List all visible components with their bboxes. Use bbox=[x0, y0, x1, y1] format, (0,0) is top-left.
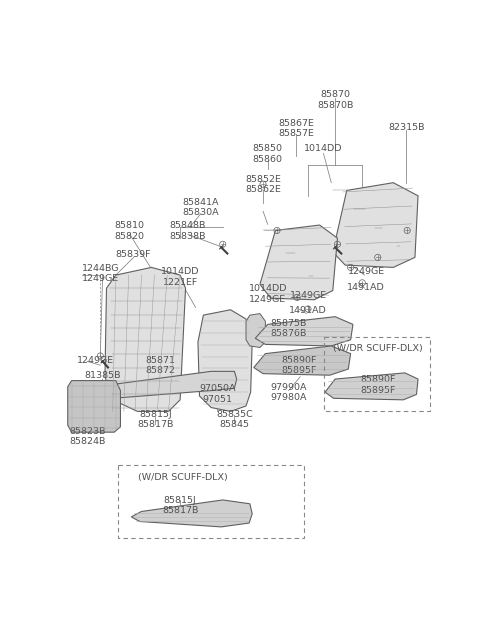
Text: 85815J
85817B: 85815J 85817B bbox=[137, 410, 173, 429]
Text: 1491AD: 1491AD bbox=[289, 306, 327, 315]
Polygon shape bbox=[68, 380, 120, 432]
Text: 85871
85872: 85871 85872 bbox=[146, 356, 176, 375]
Text: (W/DR SCUFF-DLX): (W/DR SCUFF-DLX) bbox=[333, 345, 422, 354]
Polygon shape bbox=[198, 310, 252, 412]
Text: 85890F
85895F: 85890F 85895F bbox=[360, 375, 396, 394]
Text: 1244BG
1249GE: 1244BG 1249GE bbox=[82, 264, 119, 283]
Bar bbox=[324, 337, 431, 412]
Text: 97050A
97051: 97050A 97051 bbox=[199, 385, 236, 404]
Text: 1249GE: 1249GE bbox=[289, 290, 326, 299]
Text: 85852E
85862E: 85852E 85862E bbox=[245, 175, 281, 194]
Polygon shape bbox=[246, 313, 265, 347]
Text: 85870
85870B: 85870 85870B bbox=[317, 90, 353, 110]
Polygon shape bbox=[103, 371, 237, 398]
Text: 85841A
85830A: 85841A 85830A bbox=[183, 198, 219, 217]
Text: 85810
85820: 85810 85820 bbox=[115, 221, 145, 241]
Text: 81385B: 81385B bbox=[84, 371, 121, 380]
Polygon shape bbox=[105, 268, 186, 412]
Text: 82315B: 82315B bbox=[388, 123, 425, 132]
Text: 1014DD: 1014DD bbox=[304, 144, 343, 154]
Text: 85875B
85876B: 85875B 85876B bbox=[270, 319, 307, 338]
Polygon shape bbox=[325, 373, 418, 400]
Text: 85867E
85857E: 85867E 85857E bbox=[278, 118, 314, 138]
Text: 85839F: 85839F bbox=[116, 250, 151, 259]
Text: 1249GE: 1249GE bbox=[77, 356, 114, 365]
Text: 1014DD
1249GE: 1014DD 1249GE bbox=[249, 284, 287, 304]
Bar bbox=[118, 465, 304, 538]
Text: (W/DR SCUFF-DLX): (W/DR SCUFF-DLX) bbox=[138, 473, 228, 482]
Polygon shape bbox=[254, 346, 350, 375]
Text: 85815J
85817B: 85815J 85817B bbox=[162, 496, 198, 515]
Text: 1491AD: 1491AD bbox=[347, 283, 385, 292]
Polygon shape bbox=[132, 500, 252, 527]
Polygon shape bbox=[260, 225, 337, 300]
Text: 85835C
85845: 85835C 85845 bbox=[216, 410, 253, 429]
Text: 85850
85860: 85850 85860 bbox=[252, 144, 283, 164]
Text: 1249GE: 1249GE bbox=[348, 268, 384, 276]
Polygon shape bbox=[333, 183, 418, 268]
Text: 97990A
97980A: 97990A 97980A bbox=[270, 383, 307, 403]
Polygon shape bbox=[255, 317, 353, 346]
Text: 85848B
85838B: 85848B 85838B bbox=[169, 221, 206, 241]
Text: 1014DD
1221EF: 1014DD 1221EF bbox=[161, 268, 199, 287]
Text: 85890F
85895F: 85890F 85895F bbox=[281, 356, 316, 375]
Text: 85823B
85824B: 85823B 85824B bbox=[69, 427, 106, 446]
